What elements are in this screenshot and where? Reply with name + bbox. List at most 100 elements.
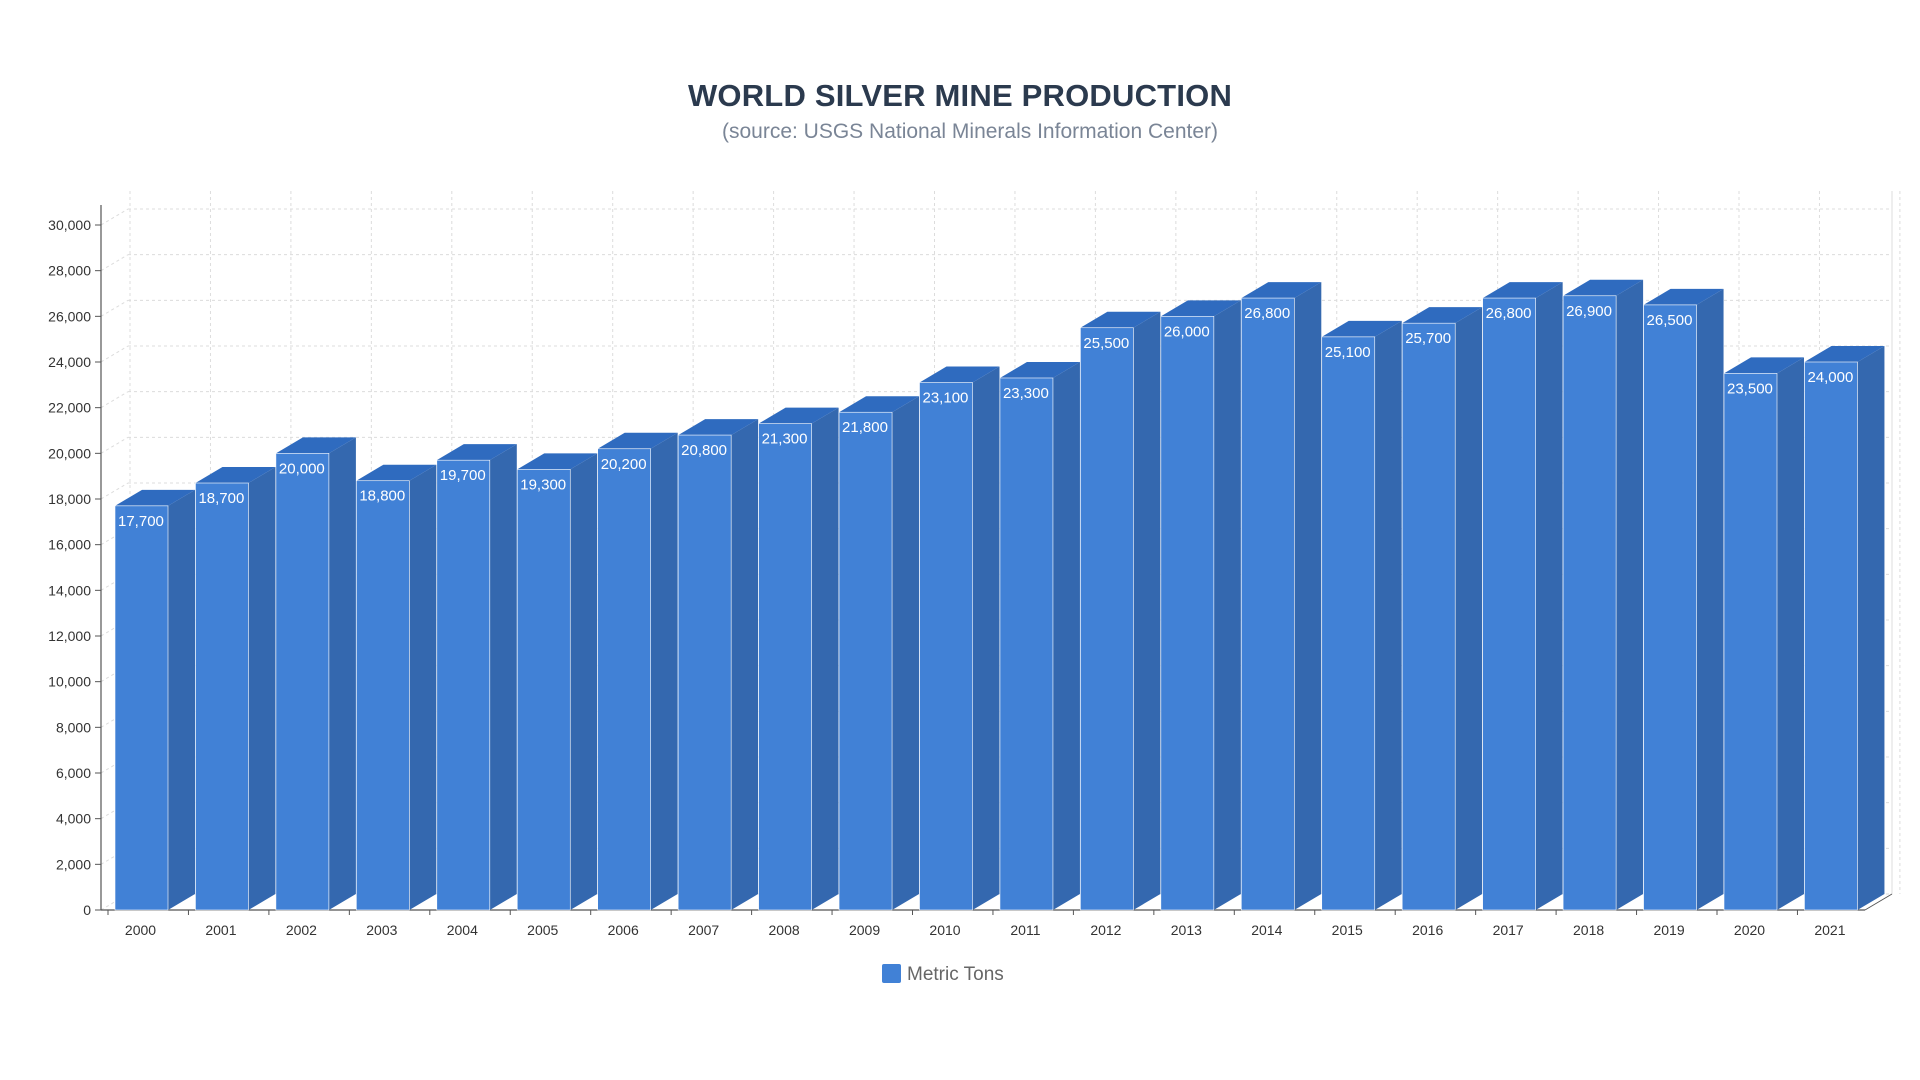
bar-side-face bbox=[1052, 361, 1080, 910]
chart-subtitle: (source: USGS National Minerals Informat… bbox=[721, 120, 1219, 143]
x-tick-label: 2007 bbox=[688, 922, 719, 938]
grid-diagonal bbox=[100, 254, 129, 272]
bar-top-face bbox=[1160, 300, 1241, 317]
x-tick-label: 2020 bbox=[1734, 922, 1765, 938]
x-tick-label: 2019 bbox=[1653, 922, 1684, 938]
bar-2006: 20,200 2006 bbox=[590, 432, 678, 938]
bar-top-face bbox=[1321, 320, 1402, 337]
data-label: 21,300 bbox=[762, 431, 808, 448]
x-tick-label: 2002 bbox=[286, 922, 317, 938]
y-tick-label: 4,000 bbox=[56, 811, 91, 827]
bar-top-face bbox=[517, 453, 598, 470]
y-tick-label: 2,000 bbox=[56, 856, 91, 872]
bar-top-face bbox=[1482, 282, 1563, 299]
bar-top-face bbox=[356, 464, 437, 481]
bar-top-face bbox=[597, 432, 678, 449]
bar-side-face bbox=[972, 366, 1000, 910]
data-label: 18,700 bbox=[198, 490, 244, 507]
bar-top-face bbox=[436, 444, 517, 461]
bar-side-face bbox=[328, 437, 356, 910]
bar-top-face bbox=[1080, 311, 1161, 328]
bar-front-face bbox=[999, 377, 1054, 911]
bar-top-face bbox=[1724, 357, 1804, 374]
x-tick-label: 2012 bbox=[1090, 922, 1121, 938]
bar-2002: 20,000 2002 bbox=[268, 437, 356, 938]
bar-top-face bbox=[1643, 288, 1724, 305]
data-label: 26,800 bbox=[1244, 305, 1290, 322]
x-tick-label: 2008 bbox=[769, 922, 800, 938]
bar-front-face bbox=[516, 469, 571, 911]
grid-diagonal bbox=[100, 299, 129, 317]
data-label: 24,000 bbox=[1807, 369, 1853, 386]
bar-top-face bbox=[115, 489, 195, 506]
bar-2001: 18,700 2001 bbox=[187, 467, 276, 938]
bar-side-face bbox=[1857, 346, 1885, 910]
data-label: 26,800 bbox=[1486, 305, 1532, 322]
bars: 17,700 2000 18,700 2001 20,000 2002 18,800 2003… bbox=[107, 279, 1885, 938]
y-axis-ticks: 0 2,000 4,000 6,000 8,000 10,000 12,000 14,000 1… bbox=[48, 217, 101, 918]
bar-front-face bbox=[1401, 322, 1456, 911]
bar-2018: 26,900 2018 bbox=[1555, 279, 1644, 938]
bar-side-face bbox=[650, 432, 678, 910]
grid-diagonal bbox=[100, 482, 129, 500]
bar-side-face bbox=[1777, 357, 1804, 911]
data-label: 23,500 bbox=[1727, 380, 1773, 397]
grid-diagonal bbox=[100, 436, 129, 454]
bar-side-face bbox=[409, 464, 437, 910]
data-label: 26,900 bbox=[1566, 303, 1612, 320]
bar-side-face bbox=[1133, 311, 1161, 910]
x-tick-label: 2015 bbox=[1332, 922, 1363, 938]
bar-front-face bbox=[677, 434, 732, 911]
bar-2011: 23,300 2011 bbox=[992, 361, 1080, 938]
bar-top-face bbox=[1804, 346, 1885, 362]
x-tick-label: 2021 bbox=[1814, 922, 1845, 938]
grid-diagonal bbox=[100, 391, 129, 409]
bar-top-face bbox=[1241, 282, 1322, 299]
y-tick-label: 28,000 bbox=[48, 263, 91, 279]
data-label: 20,000 bbox=[279, 460, 325, 477]
bar-top-face bbox=[999, 361, 1080, 378]
legend[interactable]: Metric Tons bbox=[882, 964, 1004, 985]
y-tick-label: 24,000 bbox=[48, 354, 91, 370]
bar-top-face bbox=[839, 396, 920, 413]
bar-2003: 18,800 2003 bbox=[348, 464, 437, 938]
bar-top-face bbox=[678, 419, 759, 436]
data-label: 19,300 bbox=[520, 476, 566, 493]
bar-front-face bbox=[1562, 295, 1617, 911]
y-tick-label: 16,000 bbox=[48, 537, 91, 553]
legend-swatch[interactable] bbox=[882, 964, 901, 983]
x-tick-label: 2001 bbox=[205, 922, 236, 938]
x-tick-label: 2013 bbox=[1171, 922, 1202, 938]
bar-front-face bbox=[1080, 327, 1134, 911]
y-tick-label: 20,000 bbox=[48, 445, 91, 461]
x-tick-label: 2011 bbox=[1010, 922, 1040, 938]
bar-2014: 26,800 2014 bbox=[1233, 282, 1322, 938]
legend-label[interactable]: Metric Tons bbox=[907, 964, 1004, 985]
data-label: 25,100 bbox=[1325, 344, 1371, 361]
bar-2010: 23,100 2010 bbox=[912, 366, 1000, 938]
bar-front-face bbox=[919, 382, 973, 911]
bar-front-face bbox=[195, 482, 249, 911]
x-tick-label: 2005 bbox=[527, 922, 558, 938]
y-tick-label: 10,000 bbox=[48, 674, 91, 690]
y-tick-label: 14,000 bbox=[48, 582, 91, 598]
bar-front-face bbox=[436, 459, 491, 911]
bar-top-face bbox=[919, 366, 1000, 383]
grid-diagonal bbox=[100, 345, 129, 363]
bar-2015: 25,100 2015 bbox=[1314, 320, 1402, 938]
data-label: 17,700 bbox=[118, 513, 164, 530]
bar-front-face bbox=[1804, 361, 1858, 911]
bar-side-face bbox=[1374, 320, 1402, 911]
x-tick-label: 2000 bbox=[125, 922, 156, 938]
bar-2008: 21,300 2008 bbox=[751, 407, 839, 938]
y-tick-label: 0 bbox=[83, 902, 91, 918]
bar-side-face bbox=[892, 396, 920, 910]
x-tick-label: 2016 bbox=[1412, 922, 1443, 938]
bar-top-face bbox=[758, 407, 839, 424]
data-label: 18,800 bbox=[359, 488, 405, 505]
bar-front-face bbox=[1160, 316, 1215, 911]
data-label: 26,000 bbox=[1164, 323, 1210, 340]
data-label: 19,700 bbox=[440, 467, 486, 484]
bar-2000: 17,700 2000 bbox=[107, 489, 195, 938]
